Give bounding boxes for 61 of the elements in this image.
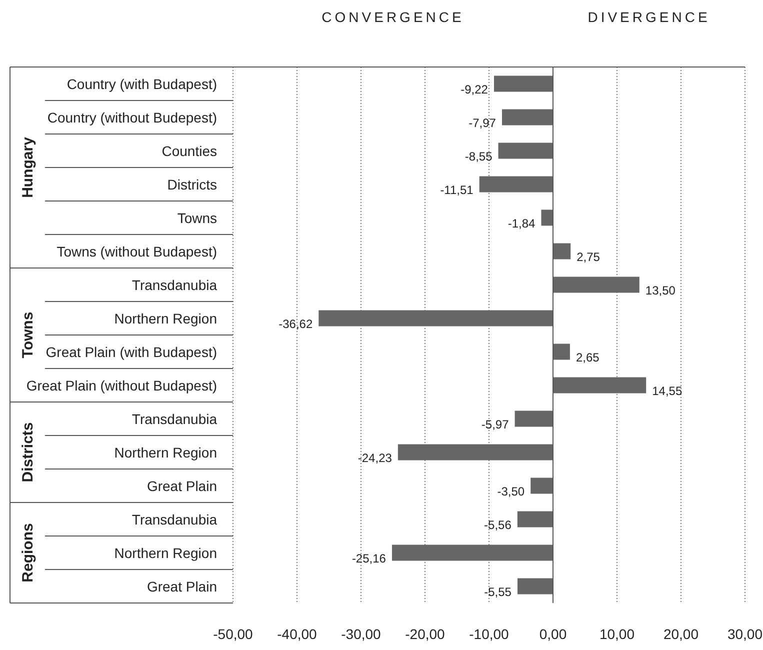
data-label: -8,55 — [464, 150, 493, 164]
bar — [530, 478, 553, 494]
bar — [517, 578, 553, 594]
y-tick-label: Great Plain — [146, 578, 217, 594]
text: Hungary — [20, 136, 36, 198]
y-tick-label: Towns — [177, 210, 217, 226]
bar — [398, 444, 553, 460]
data-label: 2,75 — [576, 250, 600, 264]
x-tick-label: 10,00 — [599, 626, 635, 642]
y-tick-label: Transdanubia — [132, 511, 218, 528]
x-tick-label: 30,00 — [727, 626, 763, 642]
y-tick-label: Transdanubia — [132, 276, 218, 293]
y-tick-label: Towns (without Budapest) — [56, 243, 217, 260]
bar — [498, 142, 553, 159]
data-label: 13,50 — [645, 284, 676, 298]
y-tick-label: Districts — [167, 176, 217, 192]
data-label: -5,56 — [484, 518, 512, 532]
data-label: -25,16 — [352, 552, 386, 566]
text: Regions — [20, 523, 36, 582]
data-label: -24,23 — [358, 451, 392, 466]
x-tick-label: -20,00 — [405, 626, 446, 642]
bar — [541, 210, 553, 226]
y-tick-label: Great Plain (without Budapest) — [26, 377, 217, 394]
bar — [502, 109, 553, 126]
y-tick-label: Counties — [162, 142, 217, 159]
y-tick-label: Northern Region — [114, 310, 217, 326]
text: DIVERGENCE — [588, 9, 710, 25]
y-tick-label: Great Plain — [146, 478, 217, 494]
bar — [514, 410, 553, 427]
data-label: -36,62 — [278, 317, 313, 332]
x-tick-label: 20,00 — [663, 626, 699, 642]
bar — [318, 310, 553, 326]
bar — [553, 377, 646, 394]
x-tick-label: -50,00 — [213, 626, 254, 642]
y-tick-label: Northern Region — [114, 544, 217, 561]
text: CONVERGENCE — [322, 9, 464, 25]
bar — [479, 176, 553, 192]
data-label: -11,51 — [440, 183, 474, 198]
bar — [494, 76, 553, 92]
bar — [517, 511, 553, 528]
bar — [392, 544, 553, 561]
y-tick-label: Northern Region — [114, 444, 217, 460]
y-tick-label: Transdanubia — [132, 410, 218, 427]
x-tick-label: -30,00 — [341, 626, 382, 642]
data-label: 14,55 — [652, 384, 682, 398]
x-tick-label: -40,00 — [277, 626, 318, 642]
data-label: -3,50 — [497, 484, 525, 499]
bar — [553, 344, 570, 360]
data-label: -1,84 — [508, 216, 536, 231]
bar — [553, 276, 640, 293]
bar — [553, 243, 571, 260]
data-label: 2,65 — [576, 350, 600, 365]
data-label: -9,22 — [460, 82, 488, 97]
y-tick-label: Great Plain (with Budapest) — [46, 344, 217, 360]
x-tick-label: -10,00 — [469, 626, 510, 642]
data-label: -7,97 — [468, 116, 496, 130]
y-tick-label: Country (without Budepest) — [47, 109, 217, 126]
data-label: -5,55 — [484, 585, 512, 600]
y-tick-label: Country (with Budapest) — [66, 76, 217, 92]
x-tick-label: 0,00 — [539, 626, 567, 642]
data-label: -5,97 — [481, 418, 510, 432]
